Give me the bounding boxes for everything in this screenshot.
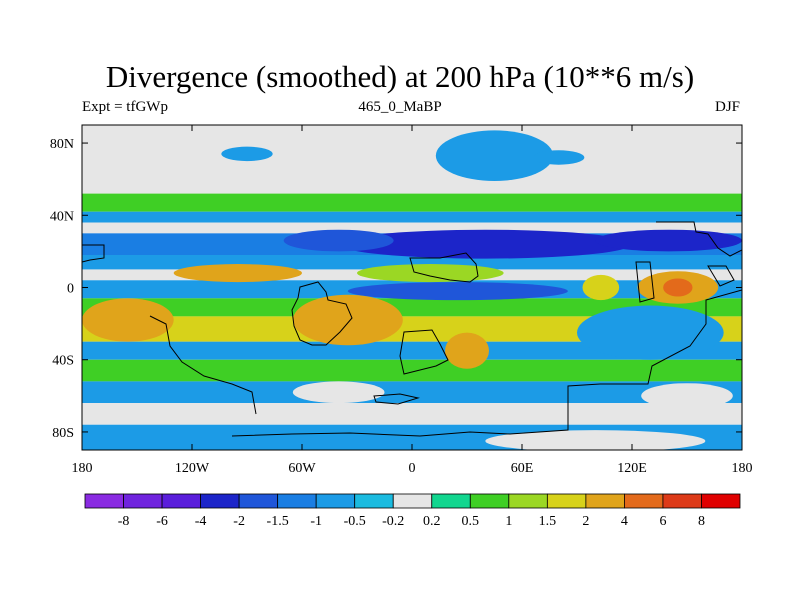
colorbar-swatch-5 (277, 493, 317, 509)
colorbar-swatch-15 (662, 493, 702, 509)
x-tick-label-0: 180 (72, 461, 93, 476)
colorbar-swatch-8 (392, 493, 433, 509)
x-tick-label-4: 60E (511, 461, 534, 476)
y-tick-label-3: 40S (52, 354, 74, 369)
field-band-10 (82, 341, 742, 360)
field-band-13 (82, 403, 742, 425)
north-america-coast (82, 244, 105, 263)
colorbar-label-0: -8 (118, 514, 130, 529)
x-axis: 180 120W 60W 0 60E 120E 180 (72, 125, 753, 476)
chart-title: Divergence (smoothed) at 200 hPa (10**6 … (105, 59, 695, 94)
south-america-coast (291, 281, 353, 346)
season-label: DJF (714, 99, 740, 115)
colorbar-label-2: -4 (195, 514, 207, 529)
y-axis: 80N 40N 0 40S 80S (50, 137, 742, 441)
colorbar-swatch-7 (354, 493, 394, 509)
y-tick-label-1: 40N (50, 209, 74, 224)
y-tick-label-4: 80S (52, 426, 74, 441)
colorbar-label-1: -6 (156, 514, 168, 529)
field-anomaly-4 (595, 229, 742, 252)
field-anomaly-16 (292, 381, 385, 404)
colorbar-swatch-3 (200, 493, 240, 509)
colorbar-label-15: 8 (698, 514, 705, 529)
field-anomaly-14 (445, 332, 489, 369)
colorbar-label-7: -0.2 (382, 514, 404, 529)
colorbar-swatch-16 (701, 493, 741, 509)
field-anomaly-13 (292, 294, 403, 346)
field-anomaly-0 (221, 146, 273, 162)
colorbar-swatch-0 (84, 493, 124, 509)
field-anomaly-10 (582, 274, 620, 301)
run-label: 465_0_MaBP (358, 99, 442, 115)
field-band-12 (82, 381, 742, 404)
x-tick-label-1: 120W (175, 461, 210, 476)
x-tick-label-6: 180 (732, 461, 753, 476)
colorbar-label-5: -1 (310, 514, 322, 529)
field-anomaly-18 (485, 430, 706, 450)
colorbar-swatch-12 (546, 493, 587, 509)
field-anomaly-6 (173, 264, 302, 283)
asia-coast (656, 221, 742, 257)
continent-outlines (82, 221, 742, 437)
southern-coast-b (149, 315, 257, 415)
field-anomaly-12 (82, 298, 174, 342)
southern-coast-a (373, 393, 420, 405)
colorbar-swatch-13 (585, 493, 625, 509)
colorbar-label-4: -1.5 (267, 514, 289, 529)
colorbar-swatch-1 (123, 493, 163, 509)
colorbar-swatch-6 (315, 493, 356, 509)
field-band-2 (82, 211, 742, 223)
field-anomaly-1 (435, 130, 554, 181)
colorbar-label-9: 0.5 (462, 514, 480, 529)
colorbar-swatch-2 (161, 493, 201, 509)
field-anomaly-17 (641, 383, 733, 409)
field-anomaly-2 (533, 150, 585, 165)
experiment-label: Expt = tfGWp (82, 99, 168, 115)
field-anomaly-7 (357, 264, 504, 283)
y-tick-label-0: 80N (50, 137, 74, 152)
field-band-1 (82, 193, 742, 212)
africa-coast (409, 252, 479, 283)
field-band-3 (82, 222, 742, 234)
colorbar-label-14: 6 (659, 514, 666, 529)
colorbar-label-11: 1.5 (539, 514, 557, 529)
field-anomaly-5 (283, 229, 394, 252)
africa-south-coast (399, 329, 449, 375)
colorbar-swatch-4 (238, 493, 279, 509)
field-anomaly-11 (347, 282, 568, 301)
antarctica-coast (231, 289, 742, 437)
pacific-islands-coast (707, 265, 735, 287)
colorbar-label-8: 0.2 (423, 514, 441, 529)
divergence-field (82, 125, 742, 450)
colorbar-label-10: 1 (505, 514, 512, 529)
colorbar: -8 -6 -4 -2 -1.5 -1 -0.5 -0.2 0.2 0.5 1 1.5 2 4 6 8 (84, 493, 741, 529)
maritime-coast (635, 261, 655, 303)
colorbar-swatch-10 (469, 493, 510, 509)
x-tick-label-2: 60W (288, 461, 316, 476)
field-anomaly-9 (663, 278, 693, 297)
colorbar-label-12: 2 (582, 514, 589, 529)
y-tick-label-2: 0 (67, 282, 74, 297)
x-tick-label-5: 120E (617, 461, 647, 476)
field-band-8 (82, 298, 742, 317)
field-band-0 (82, 125, 742, 194)
field-anomaly-3 (338, 229, 632, 259)
x-tick-label-3: 0 (409, 461, 416, 476)
colorbar-label-3: -2 (233, 514, 245, 529)
colorbar-swatch-11 (508, 493, 548, 509)
colorbar-label-6: -0.5 (344, 514, 366, 529)
colorbar-swatch-14 (624, 493, 664, 509)
field-anomaly-15 (577, 305, 724, 360)
field-band-11 (82, 359, 742, 382)
colorbar-label-13: 4 (621, 514, 628, 529)
colorbar-swatch-9 (431, 493, 471, 509)
